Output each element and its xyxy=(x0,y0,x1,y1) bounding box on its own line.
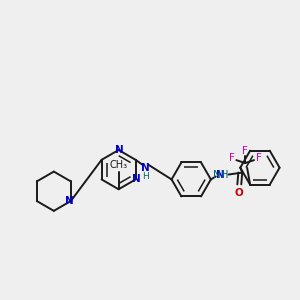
Text: F: F xyxy=(242,146,248,156)
Text: N: N xyxy=(65,196,74,206)
Text: O: O xyxy=(235,188,244,198)
Text: NH: NH xyxy=(213,169,228,179)
Text: N: N xyxy=(141,163,150,173)
Text: F: F xyxy=(256,153,262,163)
Text: F: F xyxy=(229,153,234,163)
Text: N: N xyxy=(216,169,225,179)
Text: H: H xyxy=(142,172,149,181)
Text: N: N xyxy=(132,174,141,184)
Text: N: N xyxy=(115,145,124,155)
Text: CH₃: CH₃ xyxy=(110,160,128,170)
